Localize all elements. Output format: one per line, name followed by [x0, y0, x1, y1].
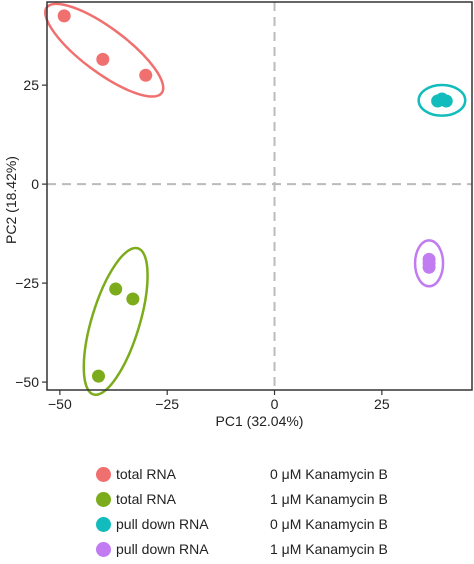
- data-point: [92, 369, 106, 383]
- legend-group-label: pull down RNA: [116, 541, 209, 557]
- data-point: [109, 282, 123, 296]
- legend-group-label: total RNA: [116, 491, 176, 507]
- pca-scatter-plot: −50 −25 0 25 25 0 −25 −50 PC1 (32.04%) PC2 (18.…: [3, 1, 473, 429]
- legend-entry: total RNA 0 μM Kanamycin B: [94, 464, 474, 489]
- x-tick-label: 0: [271, 396, 279, 412]
- y-tick-label: 25: [23, 77, 39, 93]
- plot-frame: [46, 1, 473, 391]
- data-point: [126, 292, 140, 306]
- legend: total RNA 0 μM Kanamycin B total RNA 1 μM K…: [94, 464, 474, 564]
- legend-marker: [96, 517, 111, 532]
- axis-ticks: −50 −25 0 25 25 0 −25 −50: [15, 77, 390, 412]
- legend-marker: [96, 542, 111, 557]
- group-ellipse: [82, 246, 149, 397]
- legend-group-label: pull down RNA: [116, 516, 209, 532]
- legend-entry: total RNA 1 μM Kanamycin B: [94, 489, 474, 514]
- data-point: [96, 52, 110, 66]
- group-ellipse: [417, 83, 467, 117]
- group-ellipse: [413, 239, 445, 288]
- legend-entry: pull down RNA 0 μM Kanamycin B: [94, 514, 474, 539]
- legend-group-label: total RNA: [116, 466, 176, 482]
- x-axis-title: PC1 (32.04%): [216, 413, 304, 429]
- x-tick-label: 25: [374, 396, 390, 412]
- y-axis-title: PC2 (18.42%): [3, 156, 19, 244]
- legend-marker: [96, 467, 111, 482]
- y-tick-label: −25: [15, 275, 39, 291]
- legend-condition-label: 1 μM Kanamycin B: [270, 491, 388, 507]
- data-point: [422, 256, 436, 270]
- legend-entry: pull down RNA 1 μM Kanamycin B: [94, 539, 474, 564]
- data-point: [57, 9, 71, 23]
- x-tick-label: −50: [48, 396, 72, 412]
- x-tick-label: −25: [155, 396, 179, 412]
- legend-marker: [96, 492, 111, 507]
- data-point: [139, 68, 153, 82]
- data-point: [435, 92, 449, 106]
- zero-reference-lines: [47, 2, 472, 390]
- y-tick-label: −50: [15, 374, 39, 390]
- legend-condition-label: 0 μM Kanamycin B: [270, 516, 388, 532]
- y-tick-label: 0: [31, 176, 39, 192]
- data-points: [57, 9, 453, 383]
- legend-condition-label: 0 μM Kanamycin B: [270, 466, 388, 482]
- legend-condition-label: 1 μM Kanamycin B: [270, 541, 388, 557]
